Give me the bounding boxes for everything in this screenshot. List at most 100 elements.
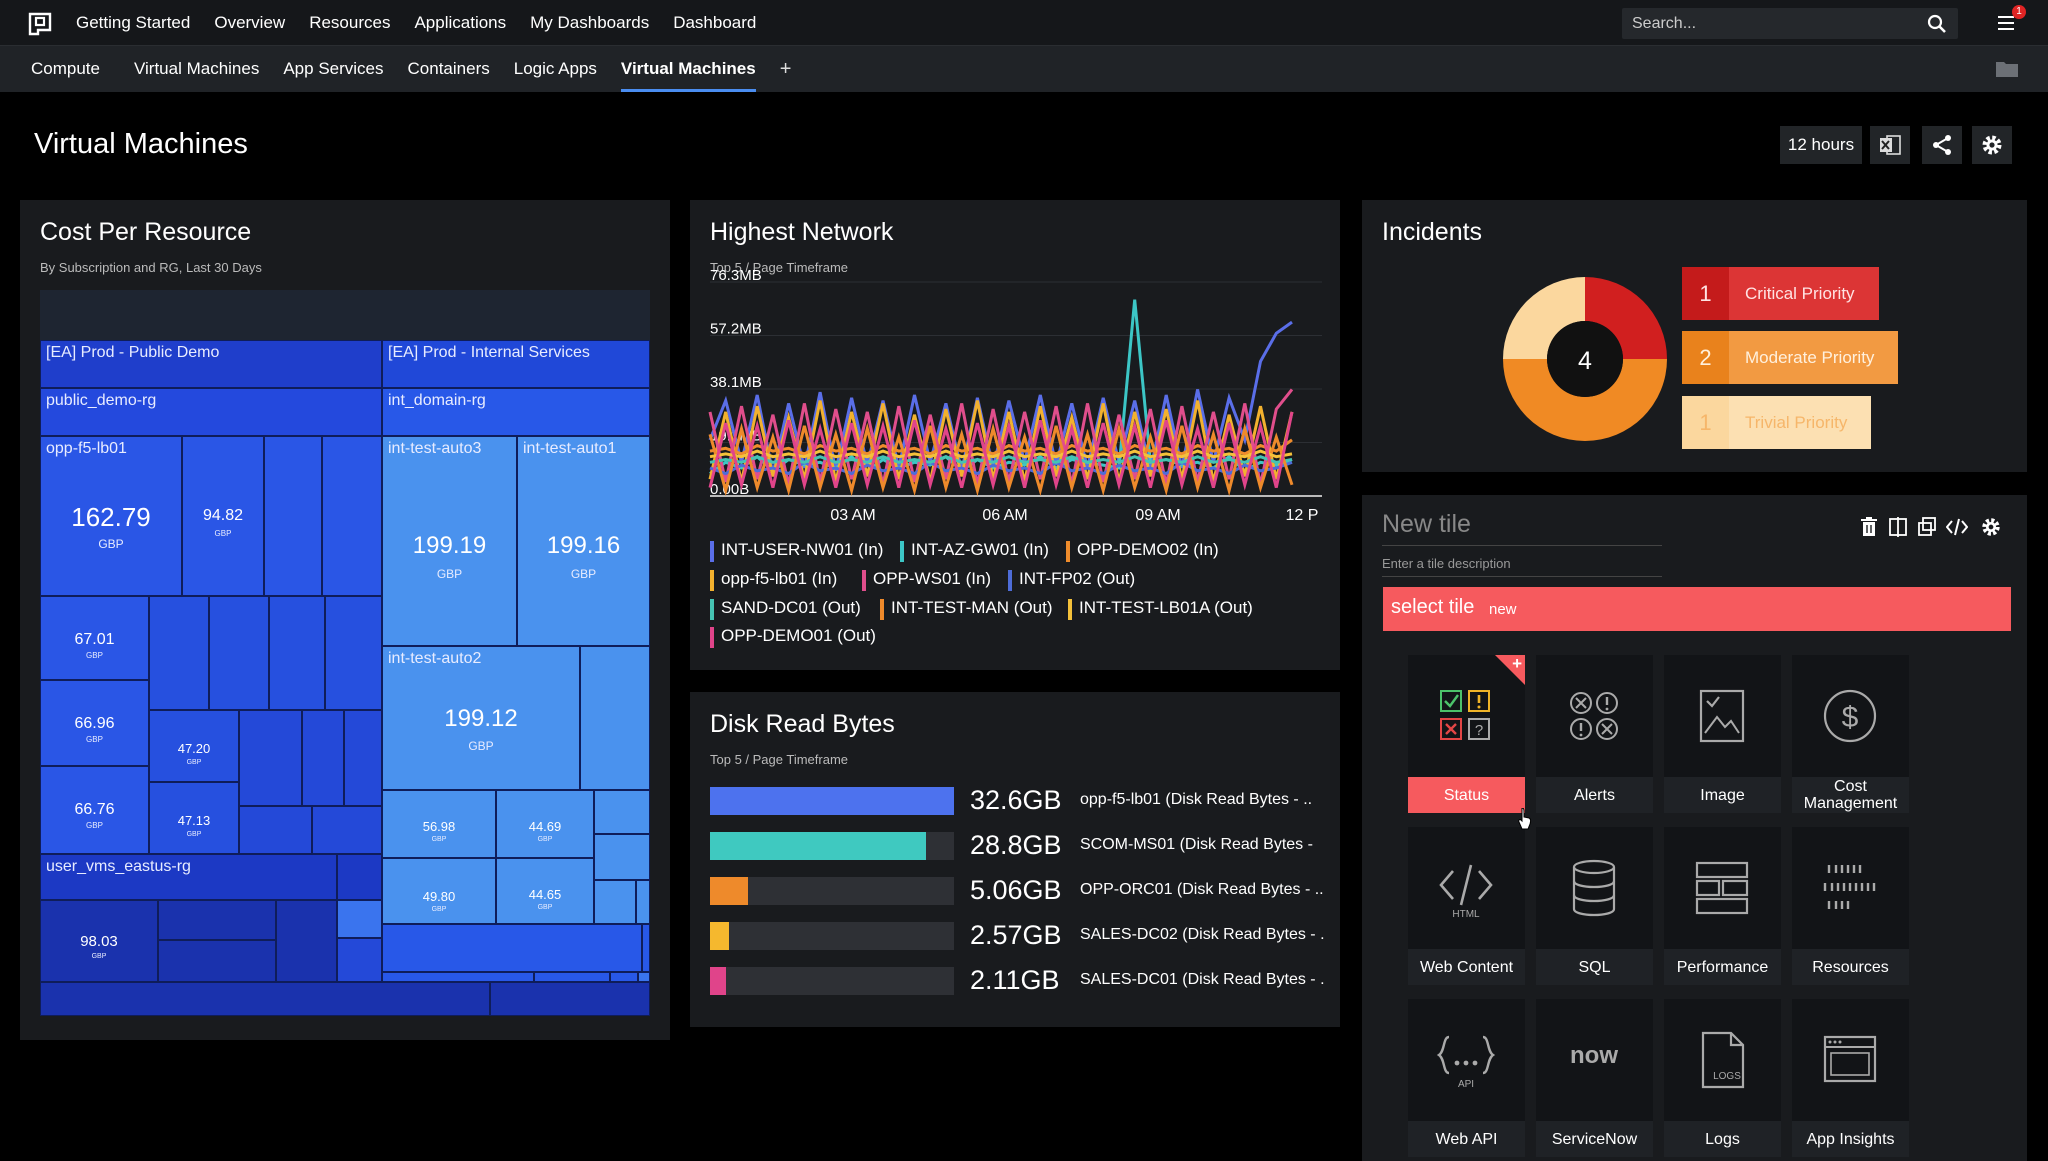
treemap-cell[interactable]	[636, 880, 650, 924]
treemap-cell[interactable]: int-test-auto2 199.12 GBP	[382, 646, 580, 790]
treemap-group-rg2[interactable]: int_domain-rg	[382, 388, 650, 436]
incident-moderate[interactable]: 2 Moderate Priority	[1682, 331, 1899, 384]
tile-title-input[interactable]	[1382, 510, 1662, 546]
treemap-cell[interactable]	[534, 972, 610, 982]
subnav-logic-apps[interactable]: Logic Apps	[513, 59, 597, 78]
treemap-cell[interactable]: 47.13 GBP	[149, 782, 239, 854]
tile-cost-management[interactable]: $ Cost Management	[1792, 655, 1909, 813]
treemap-cell[interactable]	[490, 982, 650, 1016]
disk-bar-row[interactable]: 2.57GB SALES-DC02 (Disk Read Bytes - .	[710, 920, 1325, 950]
tile-web-api[interactable]: API Web API	[1408, 999, 1525, 1157]
treemap-group-rg1[interactable]: public_demo-rg	[40, 388, 382, 436]
treemap-cell[interactable]	[302, 710, 344, 806]
treemap-cell[interactable]: 67.01 GBP	[40, 596, 149, 680]
code-icon[interactable]	[1946, 516, 1968, 538]
subnav-app-services[interactable]: App Services	[283, 59, 384, 78]
tile-app-insights[interactable]: App Insights	[1792, 999, 1909, 1157]
legend-item[interactable]: OPP-WS01 (In)	[862, 569, 991, 591]
treemap-cell[interactable]	[158, 940, 276, 982]
treemap-cell[interactable]	[337, 938, 382, 982]
export-excel-button[interactable]	[1870, 126, 1910, 164]
folder-icon[interactable]	[1995, 60, 2019, 78]
treemap-cell[interactable]: 44.69 GBP	[496, 790, 594, 858]
legend-item[interactable]: opp-f5-lb01 (In)	[710, 569, 837, 591]
treemap-cell[interactable]	[610, 972, 638, 982]
treemap-cell[interactable]: 66.96 GBP	[40, 680, 149, 766]
treemap-group-sub2[interactable]: [EA] Prod - Internal Services	[382, 340, 650, 388]
tile-alerts[interactable]: Alerts	[1536, 655, 1653, 813]
legend-item[interactable]: INT-USER-NW01 (In)	[710, 540, 883, 562]
subnav-virtual-machines-active[interactable]: Virtual Machines	[609, 46, 768, 92]
select-tile-bar[interactable]: select tile new	[1383, 587, 2011, 631]
topnav-my-dashboards[interactable]: My Dashboards	[530, 13, 650, 32]
legend-item[interactable]: INT-FP02 (Out)	[1008, 569, 1135, 591]
treemap-cell[interactable]	[337, 900, 382, 938]
subnav-containers[interactable]: Containers	[407, 59, 490, 78]
legend-item[interactable]: OPP-DEMO01 (Out)	[710, 626, 876, 648]
treemap-cell[interactable]	[382, 924, 642, 972]
treemap-group-sub1[interactable]: [EA] Prod - Public Demo	[40, 340, 382, 388]
treemap-cell[interactable]: 47.20 GBP	[149, 710, 239, 782]
treemap-cell[interactable]: 66.76 GBP	[40, 766, 149, 854]
treemap-cell[interactable]	[580, 646, 650, 790]
treemap-cell[interactable]	[239, 806, 312, 854]
treemap-cell[interactable]	[209, 596, 269, 710]
tile-image[interactable]: Image	[1664, 655, 1781, 813]
legend-item[interactable]: OPP-DEMO02 (In)	[1066, 540, 1219, 562]
tile-resources[interactable]: Resources	[1792, 827, 1909, 985]
treemap-group-rg3[interactable]: user_vms_eastus-rg	[40, 854, 337, 900]
treemap-cell[interactable]	[382, 972, 534, 982]
legend-item[interactable]: INT-TEST-LB01A (Out)	[1068, 598, 1253, 620]
disk-bar-row[interactable]: 2.11GB SALES-DC01 (Disk Read Bytes - .	[710, 965, 1325, 995]
topnav-dashboard[interactable]: Dashboard	[673, 13, 757, 32]
search-input[interactable]	[1632, 8, 1922, 39]
treemap-cell[interactable]: 94.82 GBP	[182, 436, 264, 596]
add-tab-button[interactable]: +	[779, 57, 792, 80]
donut-slice[interactable]	[1503, 277, 1585, 359]
split-icon[interactable]	[1887, 516, 1909, 538]
notifications-menu-icon[interactable]	[1996, 12, 2018, 34]
treemap-cell[interactable]: 49.80 GBP	[382, 858, 496, 924]
treemap-cell[interactable]	[344, 710, 382, 806]
treemap-cell[interactable]	[594, 880, 636, 924]
tile-web-content[interactable]: HTML Web Content	[1408, 827, 1525, 985]
treemap-cell[interactable]: 44.65 GBP	[496, 858, 594, 924]
gear-icon[interactable]	[1980, 516, 2002, 538]
treemap-cell[interactable]	[312, 806, 382, 854]
subnav-compute[interactable]: Compute	[31, 59, 100, 78]
settings-button[interactable]	[1972, 126, 2012, 164]
timeframe-button[interactable]: 12 hours	[1780, 126, 1862, 164]
tile-sql[interactable]: SQL	[1536, 827, 1653, 985]
treemap-cell[interactable]: opp-f5-lb01 162.79 GBP	[40, 436, 182, 596]
tile-status[interactable]: + ? Status	[1408, 654, 1525, 813]
disk-bar-row[interactable]: 28.8GB SCOM-MS01 (Disk Read Bytes -	[710, 830, 1320, 860]
treemap-cell[interactable]	[325, 596, 382, 710]
donut-slice[interactable]	[1503, 359, 1667, 441]
treemap-cell[interactable]	[269, 596, 325, 710]
treemap-cell[interactable]	[337, 854, 382, 900]
search-icon[interactable]	[1926, 13, 1948, 35]
topnav-getting-started[interactable]: Getting Started	[76, 13, 191, 32]
treemap-cell[interactable]	[594, 834, 650, 880]
disk-bar-row[interactable]: 5.06GB OPP-ORC01 (Disk Read Bytes - ..	[710, 875, 1324, 905]
tile-description-input[interactable]	[1382, 556, 1662, 577]
tile-logs[interactable]: LOGS Logs	[1664, 999, 1781, 1157]
share-button[interactable]	[1922, 126, 1962, 164]
treemap-cell[interactable]	[322, 436, 382, 596]
treemap-cell[interactable]	[239, 710, 302, 806]
copy-icon[interactable]	[1916, 516, 1938, 538]
treemap-cell[interactable]: 56.98 GBP	[382, 790, 496, 858]
treemap-cell[interactable]: 98.03 GBP	[40, 900, 158, 982]
delete-icon[interactable]	[1858, 516, 1880, 538]
legend-item[interactable]: SAND-DC01 (Out)	[710, 598, 861, 620]
treemap-cell[interactable]	[158, 900, 276, 940]
topnav-resources[interactable]: Resources	[309, 13, 391, 32]
treemap-cell[interactable]: int-test-auto1 199.16 GBP	[517, 436, 650, 646]
treemap-cell[interactable]	[149, 596, 209, 710]
tile-servicenow[interactable]: now ServiceNow	[1536, 999, 1653, 1157]
treemap-cell[interactable]	[40, 982, 490, 1016]
subnav-virtual-machines[interactable]: Virtual Machines	[133, 59, 260, 78]
incident-critical[interactable]: 1 Critical Priority	[1682, 267, 1879, 320]
tile-performance[interactable]: Performance	[1664, 827, 1781, 985]
treemap-cell[interactable]	[594, 790, 650, 834]
